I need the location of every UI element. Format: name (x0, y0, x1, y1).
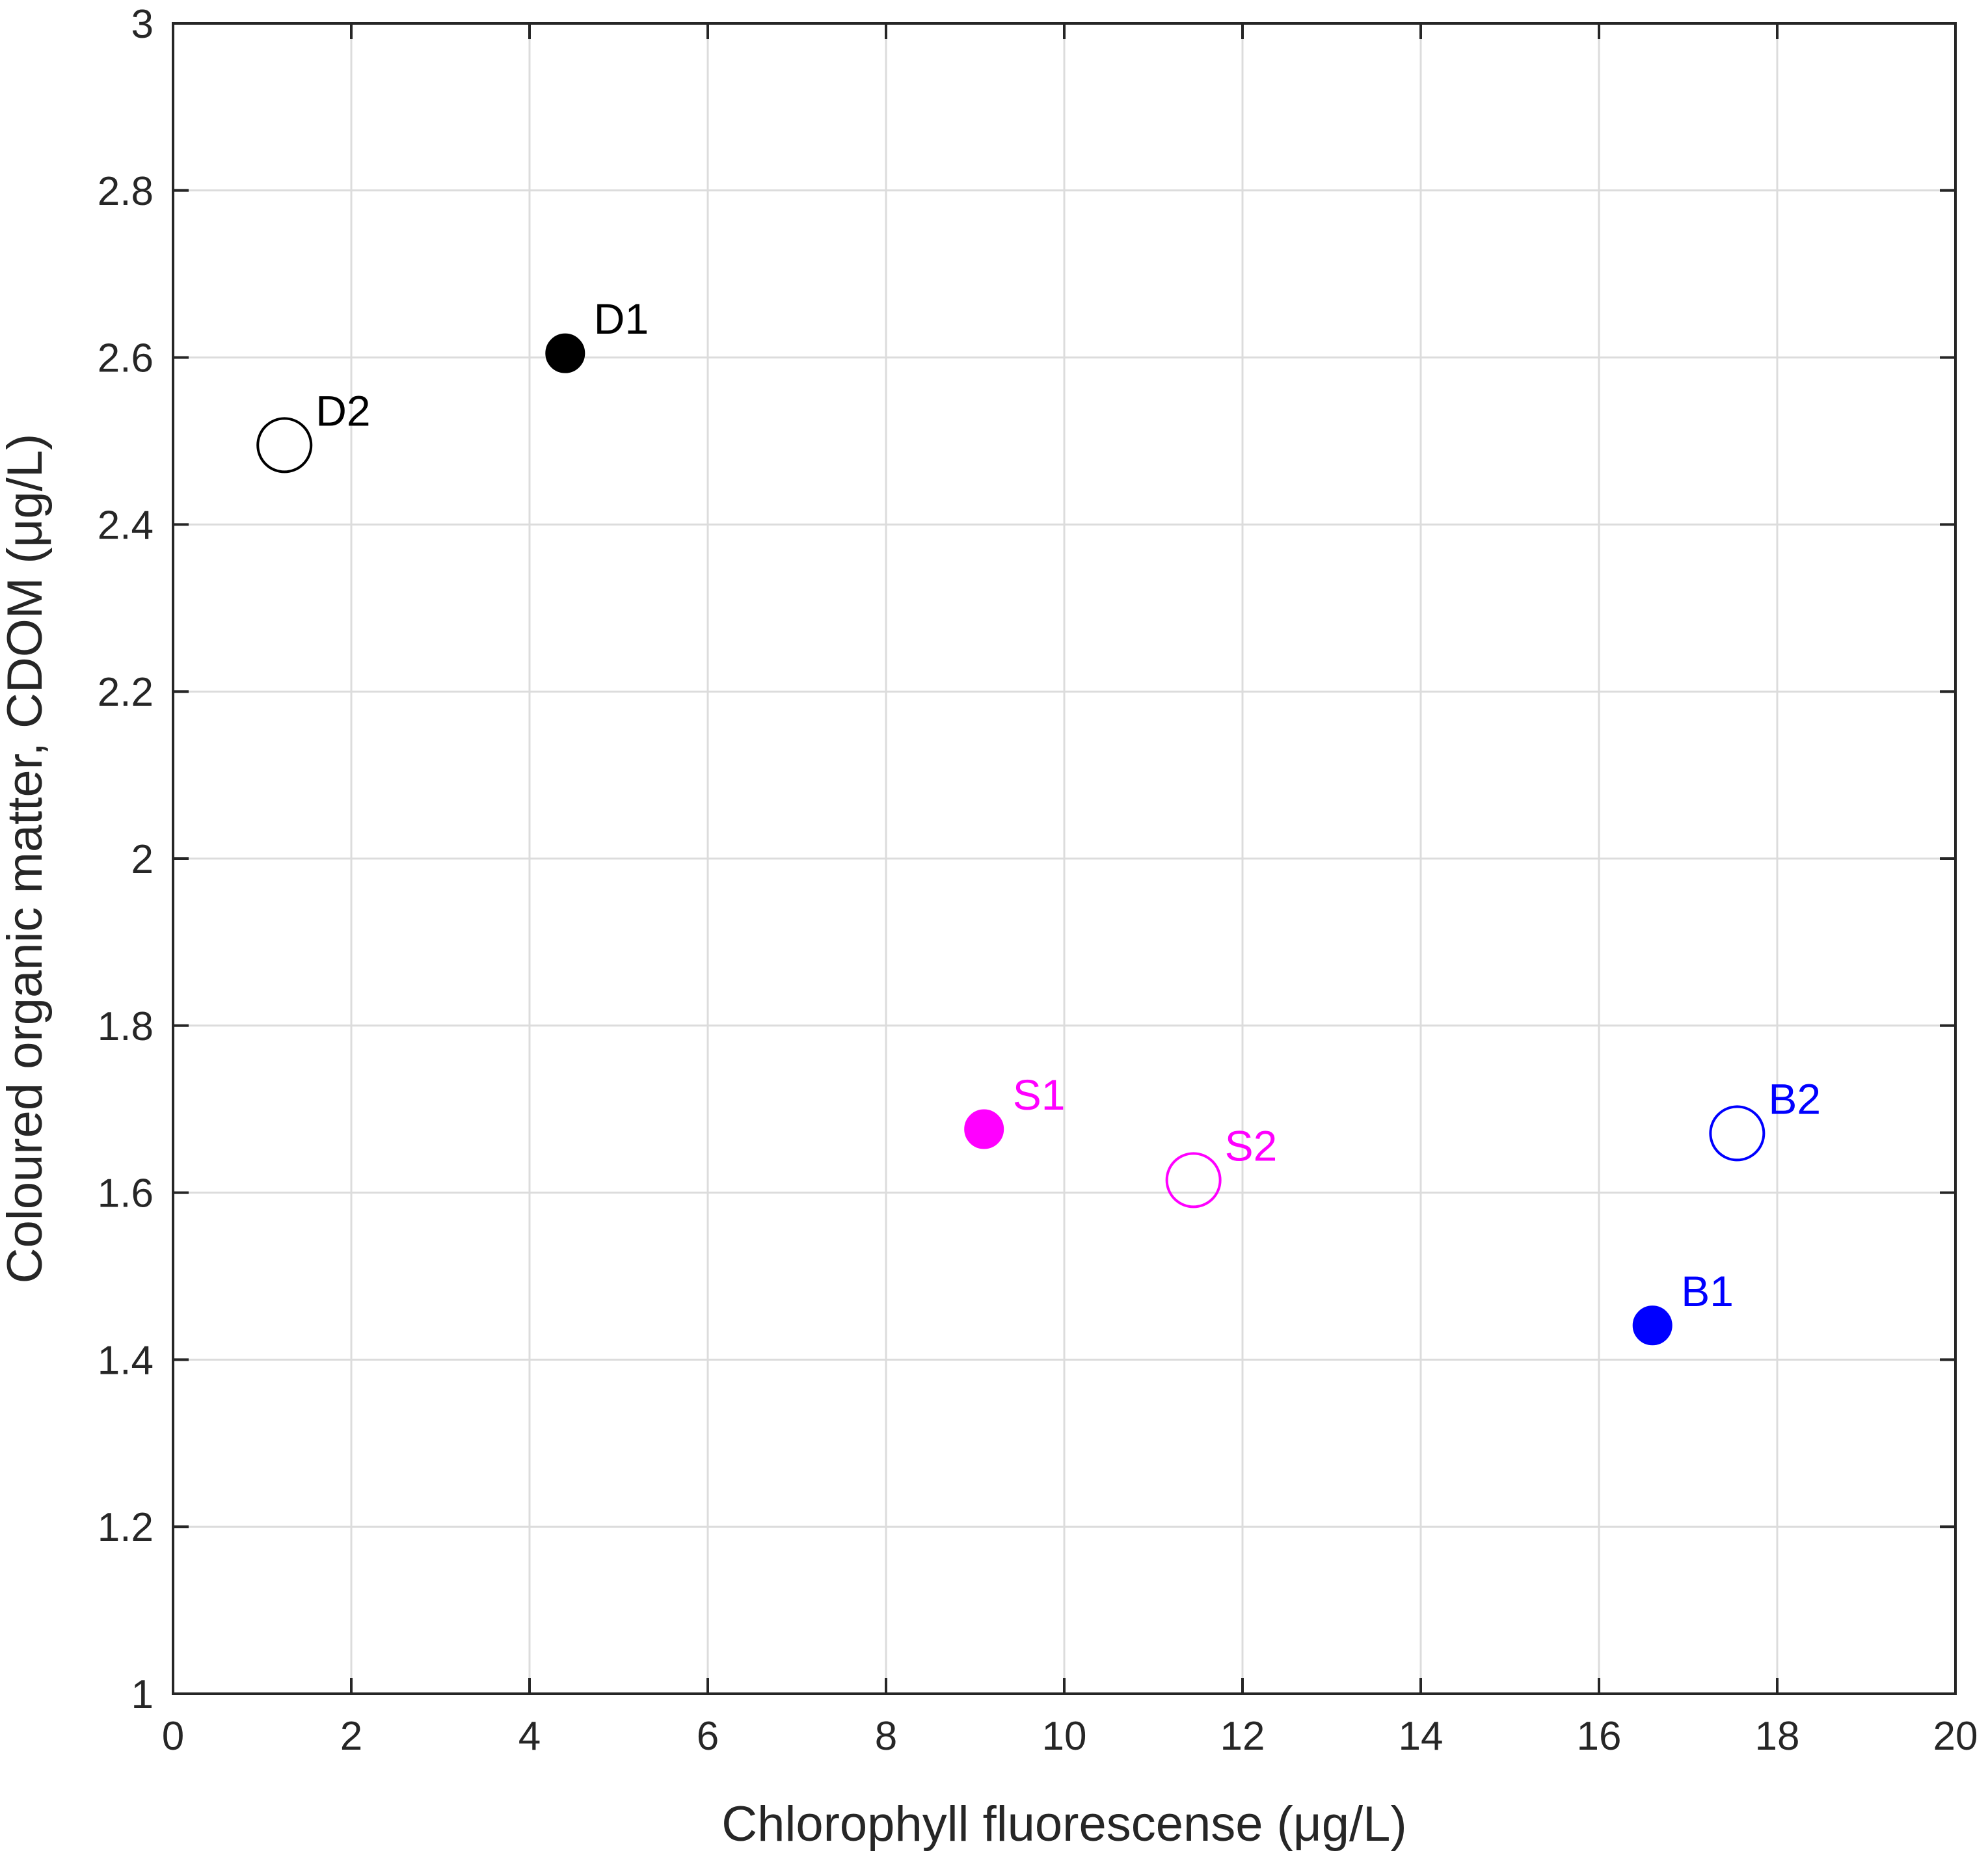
point-s2 (1165, 1152, 1222, 1209)
y-tick-label: 2.8 (98, 169, 154, 214)
point-d2 (256, 417, 313, 474)
point-d1 (545, 333, 585, 373)
x-tick-labels: 0 2 4 6 8 10 12 14 16 18 20 (162, 1714, 1978, 1759)
axis-ticks (172, 22, 1957, 1695)
x-tick-label: 8 (875, 1714, 897, 1759)
y-tick-label: 1.8 (98, 1004, 154, 1049)
data-points (256, 333, 1766, 1346)
y-tick-label: 3 (131, 2, 154, 47)
point-b2-label: B2 (1768, 1075, 1821, 1123)
point-labels: D1 D2 S1 S2 B1 B2 (316, 295, 1821, 1315)
point-s2-label: S2 (1225, 1121, 1278, 1169)
y-tick-label: 2.4 (98, 503, 154, 548)
y-tick-label: 1.2 (98, 1505, 154, 1550)
point-b2 (1709, 1105, 1766, 1162)
x-tick-label: 14 (1399, 1714, 1444, 1759)
y-tick-label: 2.6 (98, 336, 154, 381)
y-tick-label: 1.4 (98, 1338, 154, 1383)
x-tick-label: 4 (518, 1714, 541, 1759)
y-tick-label: 2.2 (98, 670, 154, 715)
x-tick-label: 16 (1577, 1714, 1622, 1759)
y-tick-labels: 1 1.2 1.4 1.6 1.8 2 2.2 2.4 2.6 2.8 3 (98, 2, 154, 1717)
point-s1-label: S1 (1013, 1071, 1066, 1119)
grid (173, 23, 1955, 1694)
x-tick-label: 10 (1042, 1714, 1087, 1759)
x-tick-label: 2 (340, 1714, 362, 1759)
point-d2-label: D2 (316, 386, 370, 434)
point-d1-label: D1 (594, 295, 649, 343)
x-tick-label: 20 (1933, 1714, 1978, 1759)
x-tick-label: 18 (1755, 1714, 1800, 1759)
x-tick-label: 0 (162, 1714, 184, 1759)
point-s1 (964, 1109, 1004, 1149)
y-tick-label: 1 (131, 1672, 154, 1717)
point-b1 (1632, 1305, 1672, 1346)
y-tick-label: 1.6 (98, 1171, 154, 1216)
point-b1-label: B1 (1681, 1267, 1734, 1315)
x-axis-label: Chlorophyll fluorescense (μg/L) (721, 1797, 1406, 1852)
x-tick-label: 12 (1220, 1714, 1265, 1759)
y-tick-label: 2 (131, 837, 154, 882)
y-axis-label: Coloured organic matter, CDOM (μg/L) (0, 434, 53, 1284)
x-tick-label: 6 (697, 1714, 719, 1759)
